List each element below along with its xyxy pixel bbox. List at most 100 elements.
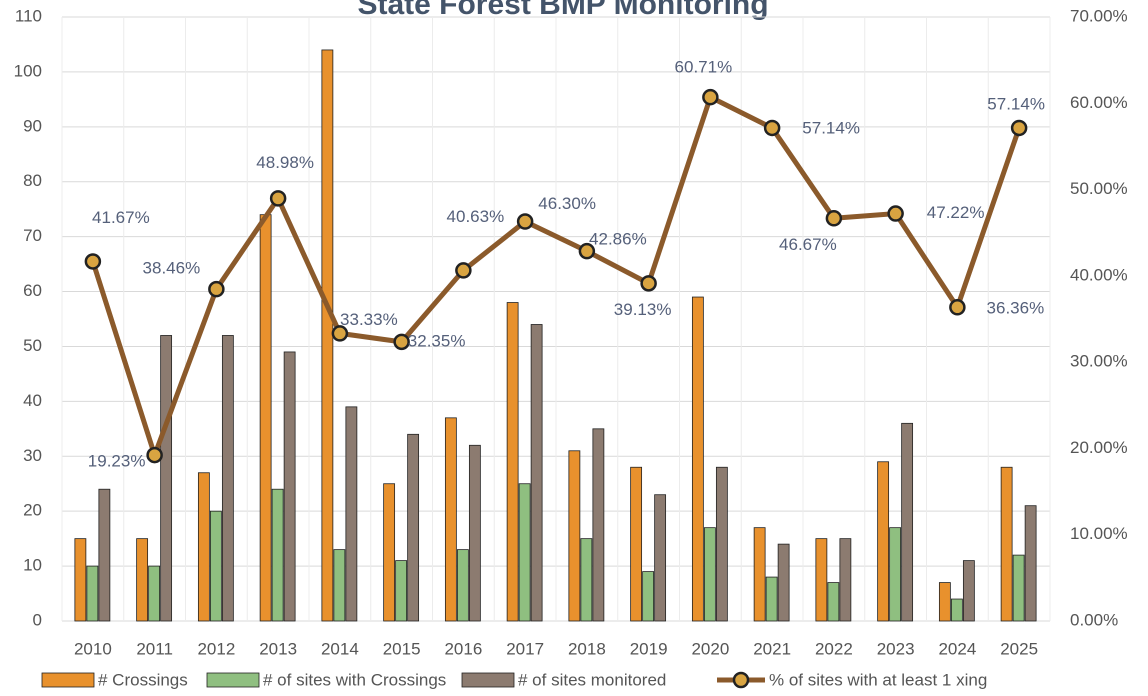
line-marker <box>455 262 472 279</box>
bar <box>148 565 161 622</box>
data-label: 36.36% <box>987 299 1045 318</box>
bar <box>221 335 234 622</box>
y-tick-label: 30 <box>23 446 42 465</box>
data-label: 46.67% <box>779 235 837 254</box>
y2-tick-label: 70.00% <box>1070 6 1128 25</box>
y-tick-label: 40 <box>23 391 42 410</box>
y-tick-label: 50 <box>23 336 42 355</box>
bar <box>407 433 420 622</box>
bar <box>1012 554 1025 622</box>
x-tick-label: 2012 <box>197 639 235 658</box>
bar <box>395 560 408 622</box>
y-tick-label: 70 <box>23 226 42 245</box>
legend-swatch <box>461 672 515 688</box>
x-tick-label: 2021 <box>753 639 791 658</box>
y2-tick-label: 20.00% <box>1070 438 1128 457</box>
line <box>90 94 1022 458</box>
y2-tick-label: 60.00% <box>1070 93 1128 112</box>
bar <box>691 296 704 622</box>
bar <box>321 49 334 622</box>
bar <box>877 461 890 622</box>
x-tick-label: 2017 <box>506 639 544 658</box>
line-marker <box>949 299 966 316</box>
data-label: 40.63% <box>447 207 505 226</box>
bar <box>938 582 951 622</box>
data-label: 19.23% <box>88 452 146 471</box>
y-tick-label: 110 <box>15 6 42 25</box>
data-label: 39.13% <box>614 300 672 319</box>
y2-tick-label: 10.00% <box>1070 524 1128 543</box>
data-label: 48.98% <box>256 153 314 172</box>
legend-swatch <box>41 672 95 688</box>
bar <box>642 571 655 622</box>
data-label: 32.35% <box>408 331 466 350</box>
bar <box>901 422 914 622</box>
line-marker <box>331 325 349 342</box>
y2-tick-label: 0.00% <box>1070 610 1118 629</box>
x-tick-label: 2010 <box>74 639 112 658</box>
y2-tick-label: 30.00% <box>1070 352 1128 371</box>
bar <box>468 444 481 622</box>
bar <box>383 483 396 622</box>
bar <box>1000 466 1013 622</box>
data-label: 47.22% <box>927 203 985 222</box>
x-tick-label: 2013 <box>259 639 297 658</box>
bar <box>703 527 716 622</box>
line-marker <box>516 213 534 230</box>
data-label: 42.86% <box>589 230 647 249</box>
legend-swatch <box>206 672 260 688</box>
bar <box>827 582 840 622</box>
line-marker <box>1010 119 1028 137</box>
bar <box>86 565 99 622</box>
bar <box>654 494 667 622</box>
legend-label: # of sites monitored <box>518 670 666 689</box>
y-tick-label: 90 <box>23 116 42 135</box>
y2-tick-label: 40.00% <box>1070 265 1128 284</box>
bar <box>715 466 728 622</box>
bar <box>345 406 358 622</box>
bar <box>333 549 346 622</box>
legend-label: # of sites with Crossings <box>263 670 446 689</box>
data-label: 33.33% <box>340 310 398 329</box>
y-tick-label: 80 <box>23 171 42 190</box>
x-tick-label: 2014 <box>321 639 359 658</box>
bar <box>889 527 902 622</box>
x-tick-label: 2020 <box>691 639 729 658</box>
bar <box>950 598 963 622</box>
line-marker <box>825 210 843 227</box>
y-tick-label: 20 <box>23 501 42 520</box>
legend-label: % of sites with at least 1 xing <box>769 670 987 689</box>
y-tick-label: 0 <box>33 610 42 629</box>
bar <box>283 351 296 622</box>
line-marker <box>702 88 719 106</box>
bar <box>530 324 543 622</box>
bar <box>580 538 593 622</box>
line-marker <box>887 205 904 222</box>
bar <box>259 214 272 622</box>
bar <box>160 335 173 622</box>
x-tick-label: 2016 <box>444 639 482 658</box>
x-tick-label: 2019 <box>630 639 668 658</box>
chart-title: State Forest BMP Monitoring <box>357 0 768 21</box>
bar <box>456 549 469 622</box>
x-tick-label: 2024 <box>938 639 976 658</box>
line-marker <box>84 253 102 270</box>
line-marker <box>640 275 657 292</box>
line-marker <box>578 242 596 260</box>
y-tick-label: 10 <box>23 556 42 575</box>
bar <box>568 450 581 622</box>
y2-tick-label: 50.00% <box>1070 179 1128 198</box>
bar <box>777 543 790 622</box>
legend-marker <box>732 671 750 689</box>
bar <box>765 576 778 622</box>
legend-label: # Crossings <box>98 670 188 689</box>
data-label: 38.46% <box>143 259 201 278</box>
bar <box>962 560 975 622</box>
bar <box>444 417 457 622</box>
line-marker <box>763 119 781 137</box>
line-marker <box>146 446 163 464</box>
bar <box>98 488 111 622</box>
y-tick-label: 100 <box>14 61 42 80</box>
line-marker <box>208 280 225 298</box>
